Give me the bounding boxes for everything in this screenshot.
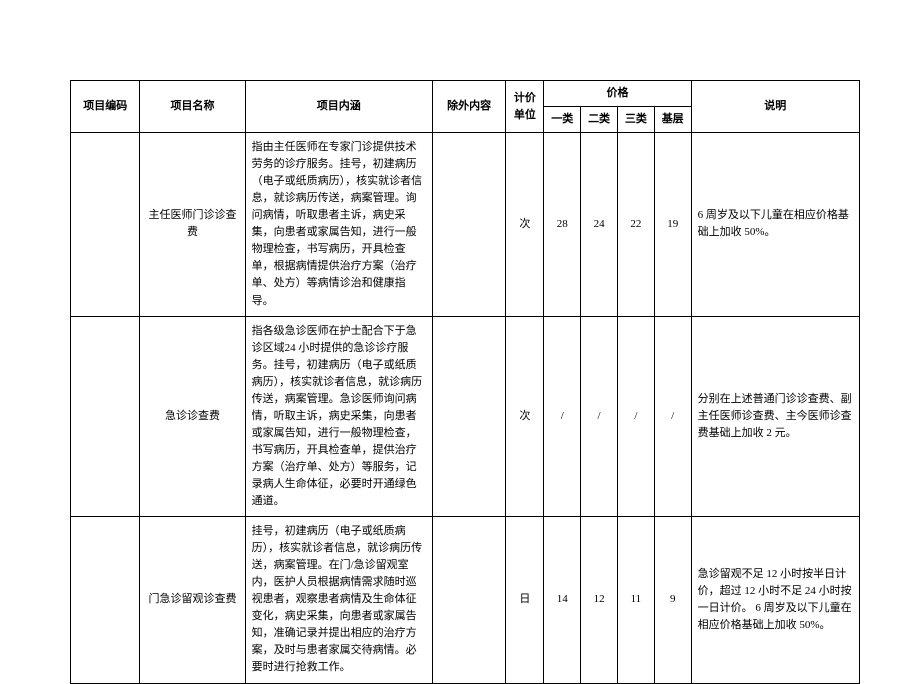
- cell-exclude: [432, 316, 506, 517]
- cell-unit: 日: [506, 517, 544, 683]
- cell-code: [71, 517, 140, 683]
- cell-p4: 19: [654, 133, 691, 316]
- cell-p2: 24: [581, 133, 618, 316]
- cell-p2: 12: [581, 517, 618, 683]
- cell-content: 挂号，初建病历（电子或纸质病历），核实就诊者信息，就诊病历传送，病案管理。在门/…: [245, 517, 432, 683]
- th-name: 项目名称: [140, 81, 245, 133]
- pricing-table: 项目编码 项目名称 项目内涵 除外内容 计价单位 价格 说明 一类 二类 三类 …: [70, 80, 860, 684]
- cell-p1: 28: [544, 133, 581, 316]
- cell-p4: 9: [654, 517, 691, 683]
- th-p2: 二类: [581, 107, 618, 133]
- cell-p3: 22: [617, 133, 654, 316]
- cell-name: 主任医师门诊诊查费: [140, 133, 245, 316]
- th-p3: 三类: [617, 107, 654, 133]
- cell-exclude: [432, 517, 506, 683]
- th-p1: 一类: [544, 107, 581, 133]
- cell-code: [71, 133, 140, 316]
- cell-note: 6 周岁及以下儿童在相应价格基础上加收 50%。: [691, 133, 859, 316]
- cell-p1: 14: [544, 517, 581, 683]
- cell-p4: /: [654, 316, 691, 517]
- cell-p2: /: [581, 316, 618, 517]
- cell-exclude: [432, 133, 506, 316]
- cell-note: 分别在上述普通门诊诊查费、副主任医师诊查费、主今医师诊查费基础上加收 2 元。: [691, 316, 859, 517]
- cell-p3: 11: [617, 517, 654, 683]
- cell-p1: /: [544, 316, 581, 517]
- cell-content: 指由主任医师在专家门诊提供技术劳务的诊疗服务。挂号，初建病历（电子或纸质病历），…: [245, 133, 432, 316]
- cell-note: 急诊留观不足 12 小时按半日计价，超过 12 小时不足 24 小时按一日计价。…: [691, 517, 859, 683]
- cell-content: 指各级急诊医师在护士配合下于急诊区域24 小时提供的急诊诊疗服务。挂号，初建病历…: [245, 316, 432, 517]
- th-price-group: 价格: [544, 81, 691, 107]
- table-row: 门急诊留观诊查费 挂号，初建病历（电子或纸质病历），核实就诊者信息，就诊病历传送…: [71, 517, 860, 683]
- table-row: 主任医师门诊诊查费 指由主任医师在专家门诊提供技术劳务的诊疗服务。挂号，初建病历…: [71, 133, 860, 316]
- cell-name: 急诊诊查费: [140, 316, 245, 517]
- th-code: 项目编码: [71, 81, 140, 133]
- th-p4: 基层: [654, 107, 691, 133]
- cell-code: [71, 316, 140, 517]
- table-row: 急诊诊查费 指各级急诊医师在护士配合下于急诊区域24 小时提供的急诊诊疗服务。挂…: [71, 316, 860, 517]
- th-note: 说明: [691, 81, 859, 133]
- cell-unit: 次: [506, 316, 544, 517]
- cell-name: 门急诊留观诊查费: [140, 517, 245, 683]
- th-unit: 计价单位: [506, 81, 544, 133]
- cell-unit: 次: [506, 133, 544, 316]
- th-exclude: 除外内容: [432, 81, 506, 133]
- th-content: 项目内涵: [245, 81, 432, 133]
- cell-p3: /: [617, 316, 654, 517]
